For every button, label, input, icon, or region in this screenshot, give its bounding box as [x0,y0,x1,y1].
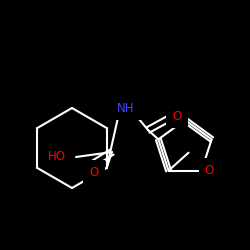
Text: NH: NH [117,102,135,114]
Text: O: O [90,166,98,178]
Text: HO: HO [48,150,66,164]
Text: O: O [205,164,214,177]
Text: O: O [172,110,182,122]
